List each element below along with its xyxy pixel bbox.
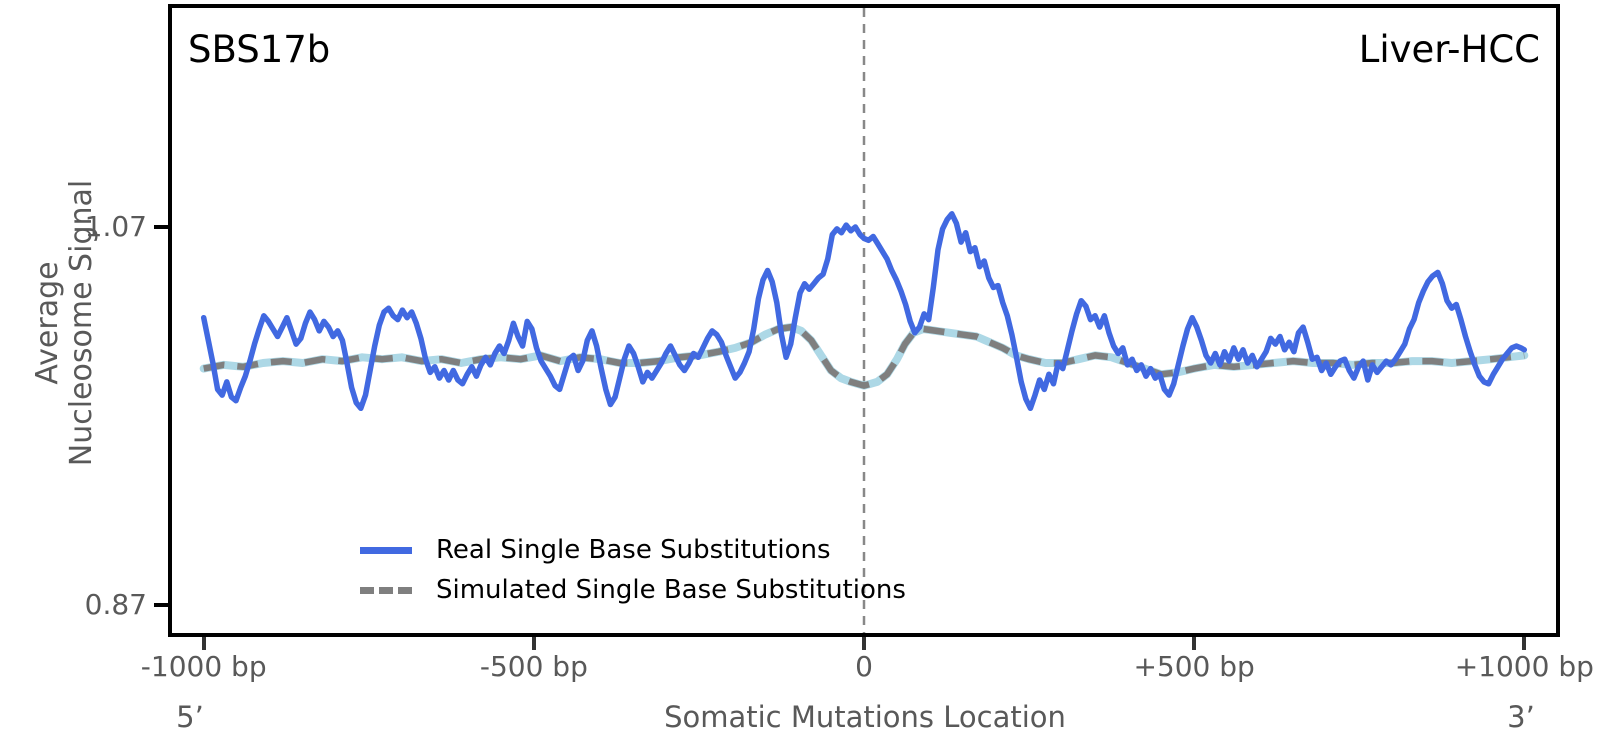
cancer-type-label: Liver-HCC <box>1358 28 1540 71</box>
x-tick-label-0: 0 <box>855 650 873 683</box>
legend-label-real: Real Single Base Substitutions <box>436 535 831 565</box>
simulated-line-swatch-icon <box>360 586 412 594</box>
x-tick-mark-500 <box>1192 637 1197 650</box>
y-tick-label-0.87: 0.87 <box>84 587 147 621</box>
y-tick-mark-0.87 <box>154 602 168 607</box>
x-tick-label-1000: +1000 bp <box>1454 650 1594 683</box>
chart-canvas <box>199 8 1529 633</box>
x-tick-label--1000: -1000 bp <box>140 650 267 683</box>
y-axis-label: Average Nucleosome Signal <box>30 23 101 623</box>
legend-row-real: Real Single Base Substitutions <box>360 530 906 570</box>
y-axis-label-line1: Average <box>30 261 65 385</box>
x-tick-mark--1000 <box>201 637 206 650</box>
x-tick-label-500: +500 bp <box>1133 650 1255 683</box>
x-axis-label: Somatic Mutations Location <box>664 700 1066 734</box>
signature-label: SBS17b <box>188 28 331 71</box>
x-tick-label--500: -500 bp <box>479 650 588 683</box>
x-tick-mark-0 <box>862 637 866 650</box>
five-prime-label: 5’ <box>176 700 204 734</box>
simulated-sbs-line <box>203 323 1525 389</box>
three-prime-label: 3’ <box>1507 700 1535 734</box>
legend: Real Single Base Substitutions Simulated… <box>360 530 906 610</box>
real-line-swatch-icon <box>360 546 412 554</box>
x-tick-mark-1000 <box>1522 637 1527 650</box>
legend-row-simulated: Simulated Single Base Substitutions <box>360 570 906 610</box>
legend-label-simulated: Simulated Single Base Substitutions <box>436 575 906 605</box>
plot-area: SBS17b Liver-HCC Real Single Base Substi… <box>168 4 1560 637</box>
y-tick-label-1.07: 1.07 <box>84 210 147 244</box>
x-tick-mark--500 <box>531 637 536 650</box>
real-sbs-line <box>200 211 1528 412</box>
y-tick-mark-1.07 <box>154 225 168 230</box>
y-axis-label-line2: Nucleosome Signal <box>64 179 99 467</box>
